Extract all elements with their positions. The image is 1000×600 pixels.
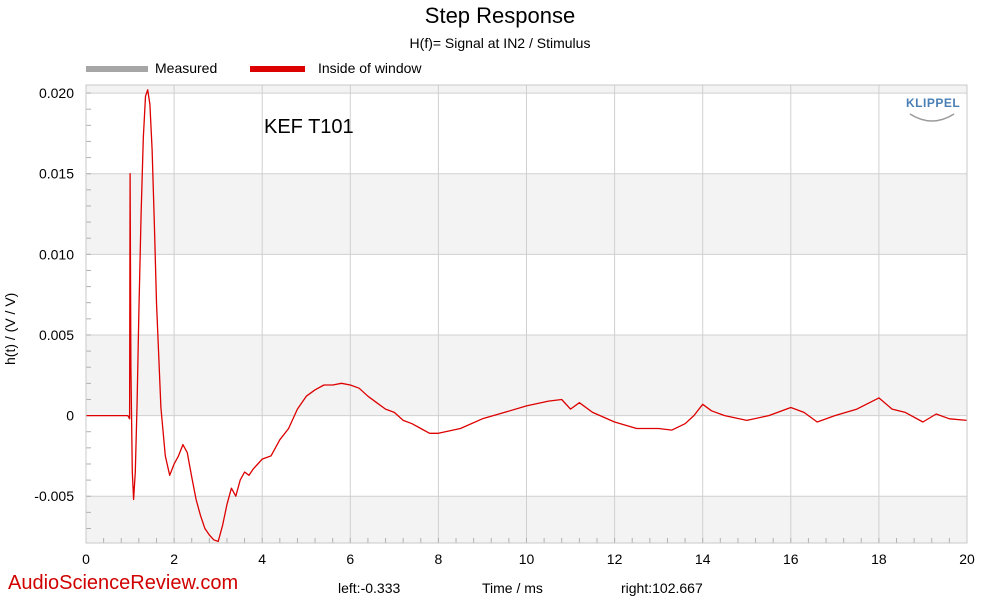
x-tick-label: 0 (82, 551, 90, 567)
plot-frame (85, 84, 968, 544)
series-line-inside-window (86, 89, 968, 543)
y-tick-label: 0.005 (39, 327, 74, 343)
y-tick-label: 0 (66, 408, 74, 424)
x-tick-label: 14 (695, 551, 711, 567)
legend-swatch-inside-window (250, 66, 305, 72)
x-tick-label: 8 (435, 551, 443, 567)
x-tick-label: 18 (871, 551, 887, 567)
window-left-info: left:-0.333 (338, 580, 401, 596)
y-tick-label: 0.015 (39, 166, 74, 182)
x-tick-label: 12 (607, 551, 623, 567)
legend-swatch-measured (86, 66, 148, 72)
x-tick-label: 20 (959, 551, 975, 567)
x-axis-label: Time / ms (482, 580, 543, 596)
klippel-logo: KLIPPEL (902, 96, 964, 126)
chart-subtitle: H(f)= Signal at IN2 / Stimulus (409, 35, 591, 51)
legend-label-inside-window: Inside of window (318, 60, 422, 76)
chart-title: Step Response (424, 3, 576, 28)
x-tick-labels: 0 2 4 6 8 10 12 14 16 18 20 (82, 551, 975, 567)
y-tick-label: -0.005 (34, 488, 74, 504)
y-tick-label: 0.010 (39, 246, 74, 262)
minor-ticks (85, 92, 968, 543)
brand-watermark: AudioScienceReview.com (8, 572, 239, 594)
x-tick-label: 4 (258, 551, 266, 567)
chart-annotation: KEF T101 (264, 116, 354, 138)
window-right-info: right:102.667 (621, 580, 703, 596)
x-tick-label: 2 (170, 551, 178, 567)
y-tick-label: 0.020 (39, 85, 74, 101)
x-tick-label: 10 (519, 551, 535, 567)
y-tick-labels: 0.020 0.015 0.010 0.005 0 -0.005 (34, 85, 74, 504)
x-tick-label: 6 (346, 551, 354, 567)
legend-label-measured: Measured (155, 60, 218, 76)
klippel-logo-text: KLIPPEL (906, 96, 961, 110)
x-tick-label: 16 (783, 551, 799, 567)
series-lines (86, 89, 968, 543)
